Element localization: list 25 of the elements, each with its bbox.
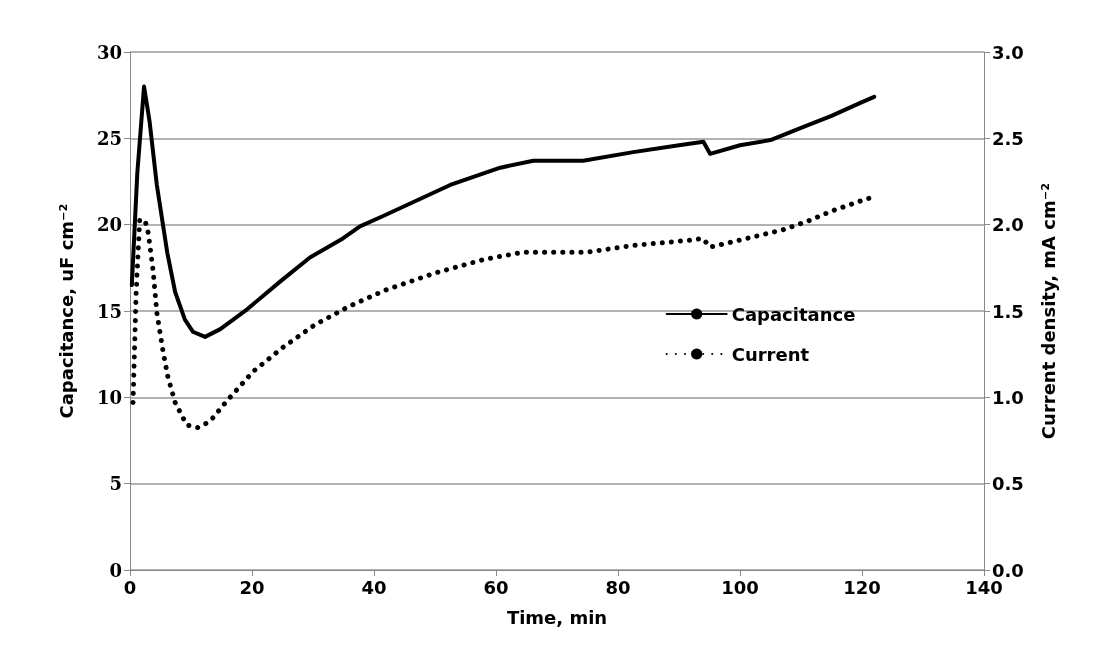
y2-tick-label: 1.5	[992, 300, 1024, 322]
y-axis-title: Capacitance, uF cm⁻²	[55, 203, 77, 419]
y2-tick-label: 0.5	[992, 473, 1024, 495]
y2-tick-label: 2.5	[992, 127, 1024, 149]
y-tick-label: 20	[96, 214, 122, 236]
y2-tick-label: 3.0	[992, 41, 1024, 63]
y2-tick-label: 2.0	[992, 214, 1024, 236]
x-tick-label: 40	[361, 576, 387, 598]
y-tick-label: 25	[96, 127, 122, 149]
y-tick-label: 5	[109, 473, 122, 495]
y2-tick-label: 1.0	[992, 386, 1024, 408]
y2-axis-title: Current density, mA cm⁻²	[1037, 182, 1059, 440]
legend-label: Current	[731, 343, 810, 365]
y-tick-label: 0	[109, 559, 122, 581]
x-tick-label: 100	[721, 576, 759, 598]
x-tick-label: 60	[483, 576, 509, 598]
x-tick-label: 80	[605, 576, 631, 598]
y-tick-label: 30	[96, 41, 122, 63]
legend-label: Capacitance	[731, 303, 856, 325]
x-axis-title: Time, min	[506, 606, 608, 628]
x-tick-label: 120	[843, 576, 881, 598]
y-tick-label: 10	[96, 386, 122, 408]
x-tick-label: 20	[239, 576, 265, 598]
x-tick-label: 0	[123, 576, 137, 598]
y-tick-label: 15	[96, 300, 122, 322]
